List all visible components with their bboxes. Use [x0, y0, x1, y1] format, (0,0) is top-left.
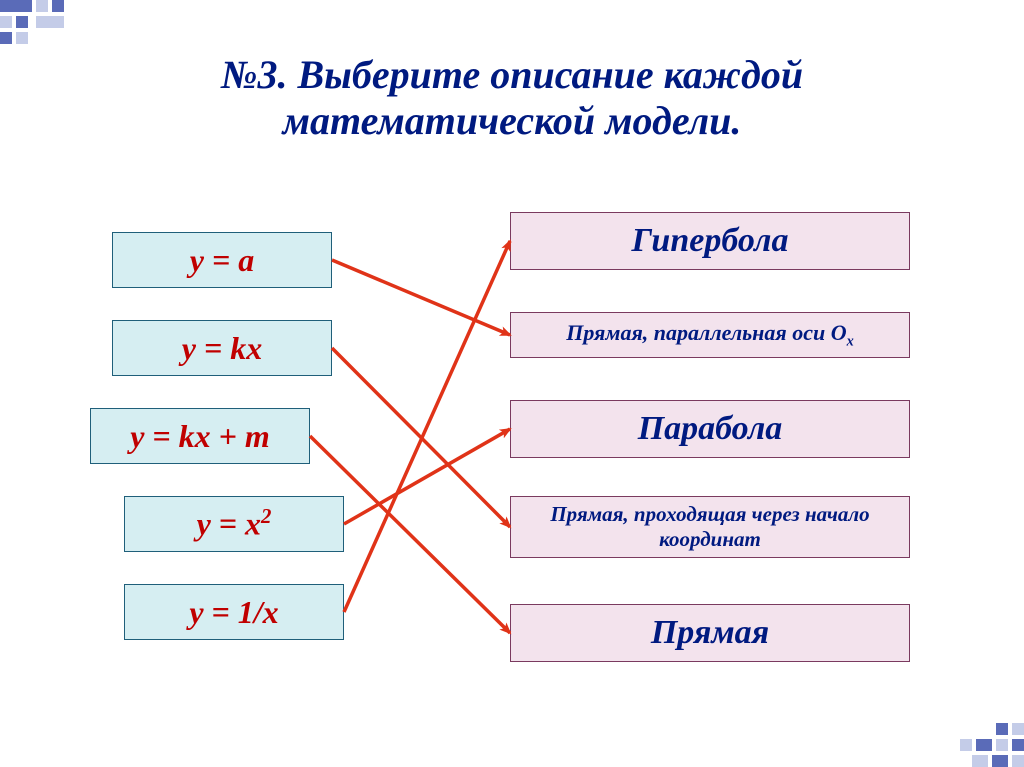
description-box-parab[interactable]: Парабола [510, 400, 910, 458]
formula-text: y = a [190, 242, 254, 279]
decor-square [0, 32, 12, 44]
decor-square [1012, 723, 1024, 735]
decor-square [1012, 755, 1024, 767]
decor-square [36, 0, 48, 12]
arrow-yx2-to-parab [344, 429, 510, 524]
arrow-ya-to-paraOx [332, 260, 510, 335]
description-text: Парабола [638, 410, 783, 448]
decor-square [16, 32, 28, 44]
description-text: Прямая, проходящая через начало координа… [519, 502, 901, 552]
decor-square [996, 723, 1008, 735]
formula-box-ykx[interactable]: y = kx [112, 320, 332, 376]
decor-square [16, 16, 28, 28]
description-text: Прямая, параллельная оси Ох [566, 320, 854, 350]
description-box-origin[interactable]: Прямая, проходящая через начало координа… [510, 496, 910, 558]
page-title: №3. Выберите описание каждой математичес… [0, 52, 1024, 144]
arrow-y1x-to-hyper [344, 241, 510, 612]
formula-text: y = x2 [197, 505, 272, 543]
formula-text: y = 1/x [189, 594, 278, 631]
decor-square [992, 755, 1008, 767]
formula-text: y = kx [182, 330, 262, 367]
formula-box-y1x[interactable]: y = 1/x [124, 584, 344, 640]
formula-box-ya[interactable]: y = a [112, 232, 332, 288]
decor-square [1012, 739, 1024, 751]
description-box-hyper[interactable]: Гипербола [510, 212, 910, 270]
decor-square [36, 16, 64, 28]
decor-square [960, 739, 972, 751]
decor-square [52, 0, 64, 12]
title-line2: математической модели. [283, 98, 742, 143]
arrow-ykx-to-origin [332, 348, 510, 527]
description-box-line[interactable]: Прямая [510, 604, 910, 662]
formula-box-yx2[interactable]: y = x2 [124, 496, 344, 552]
decor-square [976, 739, 992, 751]
decor-square [996, 739, 1008, 751]
title-prefix: №3. [221, 52, 288, 97]
decor-square [0, 16, 12, 28]
description-text: Прямая [651, 614, 769, 652]
decor-square [0, 0, 32, 12]
formula-box-ykxm[interactable]: y = kx + m [90, 408, 310, 464]
formula-text: y = kx + m [130, 418, 270, 455]
title-line1: Выберите описание каждой [288, 52, 804, 97]
decor-square [972, 755, 988, 767]
description-text: Гипербола [632, 222, 789, 260]
description-box-paraOx[interactable]: Прямая, параллельная оси Ох [510, 312, 910, 358]
